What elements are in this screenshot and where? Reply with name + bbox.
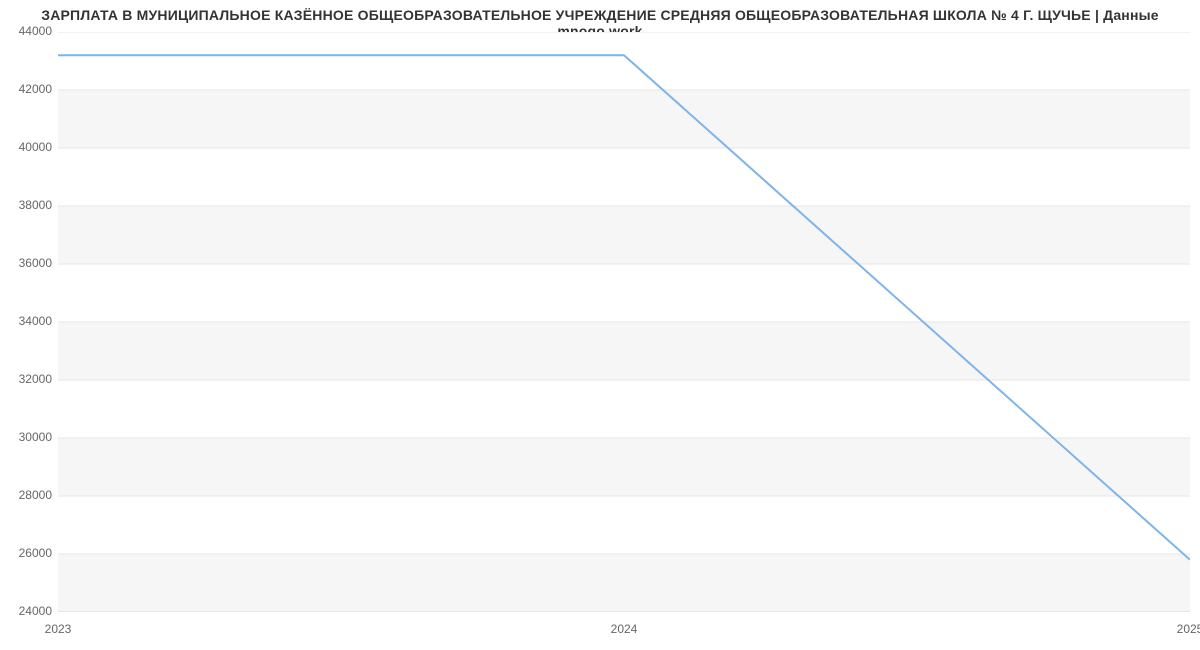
y-tick-label: 40000 [4,140,52,154]
plot-band [58,148,1190,206]
chart-svg [58,32,1190,612]
y-tick-label: 24000 [4,604,52,618]
y-tick-label: 38000 [4,198,52,212]
plot-band [58,438,1190,496]
y-tick-label: 36000 [4,256,52,270]
plot-band [58,496,1190,554]
plot-band [58,264,1190,322]
y-tick-label: 30000 [4,430,52,444]
plot-band [58,90,1190,148]
x-tick-label: 2023 [45,622,72,636]
chart-plot: 2400026000280003000032000340003600038000… [58,32,1190,612]
y-tick-label: 34000 [4,314,52,328]
y-tick-label: 44000 [4,24,52,38]
plot-band [58,32,1190,90]
y-tick-label: 42000 [4,82,52,96]
x-tick-label: 2024 [611,622,638,636]
y-tick-label: 32000 [4,372,52,386]
plot-band [58,206,1190,264]
y-tick-label: 26000 [4,546,52,560]
x-tick-label: 2025 [1177,622,1200,636]
plot-band [58,322,1190,380]
plot-band [58,554,1190,612]
chart-container: ЗАРПЛАТА В МУНИЦИПАЛЬНОЕ КАЗЁННОЕ ОБЩЕОБ… [0,0,1200,650]
y-tick-label: 28000 [4,488,52,502]
